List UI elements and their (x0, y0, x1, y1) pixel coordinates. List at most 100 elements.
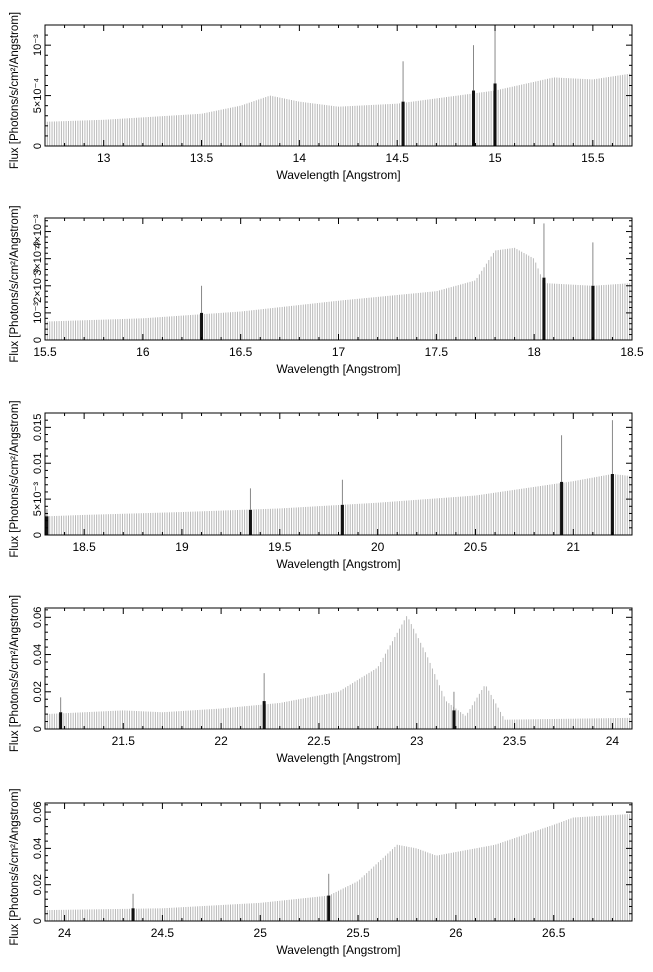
y-tick-label: 0.06 (32, 801, 44, 822)
line-bars (200, 223, 595, 340)
x-tick-label: 17.5 (425, 345, 449, 359)
continuum-bars (44, 474, 633, 535)
y-tick-label: 5×10⁻⁴ (32, 78, 44, 114)
x-tick-label: 14.5 (386, 151, 410, 165)
y-axis: 0 10⁻³2×10⁻³3×10⁻³4×10⁻³ (32, 214, 632, 343)
y-tick-label: 5×10⁻³ (32, 482, 44, 517)
y-axis: 0 5×10⁻³ 0.01 0.015 (32, 412, 632, 538)
x-axis: 15.5 16 16.5 17 17.5 18 18.5 (33, 218, 644, 359)
y-axis: 0 0.02 0.04 0.06 (32, 801, 632, 924)
x-axis: 24 24.5 25 25.5 26 26.5 (44, 803, 633, 940)
x-tick-label: 26 (449, 926, 463, 940)
line-bar (248, 509, 252, 535)
line-bar (452, 710, 456, 729)
continuum-bars (44, 813, 633, 921)
y-tick-label: 10⁻³ (32, 302, 44, 324)
line-bar (401, 101, 405, 146)
y-axis-label: Flux [Photons/s/cm²/Angstrom] (9, 205, 21, 362)
x-axis-label: Wavelength [Angstrom] (276, 362, 400, 376)
panel-1: 13 13.5 14 14.5 15 15.5 Wavelength [Angstrom] 0… (9, 12, 633, 182)
y-tick-label: 0.015 (32, 414, 44, 442)
x-tick-label: 22 (214, 734, 228, 748)
y-tick-label: 10⁻³ (32, 34, 44, 56)
y-tick-label: 2×10⁻³ (32, 268, 44, 303)
x-axis: 21.5 22 22.5 23 23.5 24 (44, 608, 633, 748)
panel-4: 21.5 22 22.5 23 23.5 24 Wavelength [Angstrom] 0… (9, 595, 633, 765)
x-axis-label: Wavelength [Angstrom] (276, 168, 400, 182)
y-axis-label: Flux [Photons/s/cm²/Angstrom] (9, 788, 21, 945)
panel-2: 15.5 16 16.5 17 17.5 18 18.5 Wavelength [Angstr… (9, 205, 644, 376)
x-tick-label: 21.5 (112, 734, 136, 748)
x-tick-label: 17 (332, 345, 346, 359)
x-tick-label: 18 (527, 345, 541, 359)
x-tick-label: 16.5 (229, 345, 253, 359)
y-tick-label: 4×10⁻³ (32, 214, 44, 249)
y-tick-label: 0.02 (32, 681, 44, 702)
y-axis-label: Flux [Photons/s/cm²/Angstrom] (9, 400, 21, 557)
line-bar (45, 516, 49, 535)
x-tick-label: 22.5 (307, 734, 331, 748)
y-tick-label: 0.04 (32, 838, 44, 859)
x-tick-label: 19.5 (268, 540, 292, 554)
x-tick-label: 18.5 (72, 540, 96, 554)
line-bars (401, 28, 497, 146)
y-tick-label: 0.01 (32, 453, 44, 474)
x-tick-label: 18.5 (620, 345, 644, 359)
x-axis-label: Wavelength [Angstrom] (276, 943, 400, 957)
x-tick-label: 13 (97, 151, 111, 165)
line-bar (542, 277, 546, 340)
y-axis-label: Flux [Photons/s/cm²/Angstrom] (9, 595, 21, 752)
line-bar (200, 312, 204, 340)
y-axis: 0 0.02 0.04 0.06 (32, 607, 632, 732)
line-bars (59, 673, 456, 729)
line-bars (131, 873, 331, 921)
line-bar (591, 285, 595, 340)
x-axis-label: Wavelength [Angstrom] (276, 751, 400, 765)
line-bar (340, 504, 344, 535)
x-tick-label: 23.5 (503, 734, 527, 748)
line-bars (45, 420, 614, 535)
line-bar (59, 712, 63, 729)
line-bar (610, 474, 614, 535)
y-axis: 0 5×10⁻⁴ 10⁻³ (32, 24, 632, 149)
panel-3: 18.5 19 19.5 20 20.5 21 Wavelength [Angstrom] 0… (9, 400, 633, 571)
x-tick-label: 26.5 (542, 926, 566, 940)
x-tick-label: 25 (254, 926, 268, 940)
x-tick-label: 20 (371, 540, 385, 554)
x-tick-label: 23 (410, 734, 424, 748)
continuum-bars (44, 247, 633, 340)
x-tick-label: 21 (567, 540, 581, 554)
x-tick-label: 19 (175, 540, 189, 554)
panel-5: 24 24.5 25 25.5 26 26.5 Wavelength [Angstrom] 0… (9, 788, 633, 957)
x-tick-label: 20.5 (464, 540, 488, 554)
x-tick-label: 15.5 (581, 151, 605, 165)
continuum-bars (44, 73, 633, 146)
y-tick-label: 0.06 (32, 607, 44, 628)
y-tick-label: 0.02 (32, 874, 44, 895)
line-bar (560, 481, 564, 535)
x-tick-label: 16 (136, 345, 150, 359)
x-tick-label: 25.5 (346, 926, 370, 940)
x-tick-label: 24 (606, 734, 620, 748)
x-tick-label: 15.5 (33, 345, 57, 359)
line-bar (327, 895, 331, 921)
x-tick-label: 24.5 (151, 926, 175, 940)
line-bar (493, 83, 497, 146)
y-tick-label: 0 (32, 143, 44, 149)
line-bar (472, 90, 476, 146)
line-bar (131, 908, 135, 921)
y-tick-label: 0 (32, 918, 44, 924)
x-tick-label: 14 (293, 151, 307, 165)
x-tick-label: 24 (58, 926, 72, 940)
x-tick-label: 15 (488, 151, 502, 165)
continuum-bars (44, 616, 633, 729)
y-axis-label: Flux [Photons/s/cm²/Angstrom] (9, 12, 21, 169)
line-bar (262, 701, 266, 729)
y-tick-label: 0 (32, 726, 44, 732)
x-axis: 13 13.5 14 14.5 15 15.5 (44, 25, 633, 165)
y-tick-label: 3×10⁻³ (32, 241, 44, 276)
x-axis: 18.5 19 19.5 20 20.5 21 (44, 413, 633, 554)
y-tick-label: 0 (32, 532, 44, 538)
x-axis-label: Wavelength [Angstrom] (276, 557, 400, 571)
